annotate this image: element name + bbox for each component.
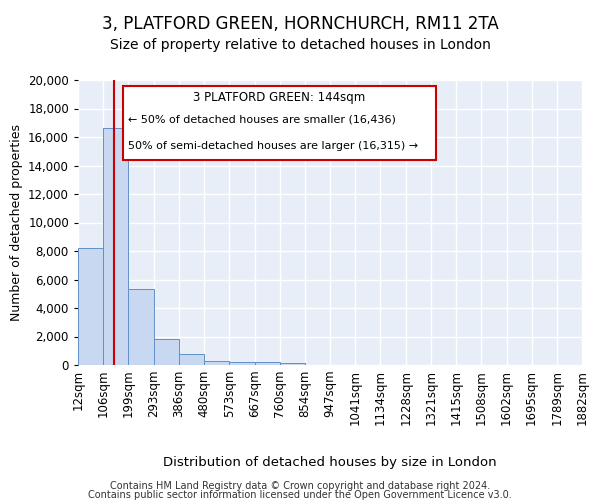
Bar [280, 363, 305, 365]
Bar [229, 362, 254, 365]
Bar [103, 128, 128, 365]
Text: 3, PLATFORD GREEN, HORNCHURCH, RM11 2TA: 3, PLATFORD GREEN, HORNCHURCH, RM11 2TA [101, 15, 499, 33]
Text: Contains public sector information licensed under the Open Government Licence v3: Contains public sector information licen… [88, 490, 512, 500]
Text: 3 PLATFORD GREEN: 144sqm: 3 PLATFORD GREEN: 144sqm [193, 92, 366, 104]
Bar [154, 338, 179, 365]
Bar [78, 248, 103, 365]
Text: Size of property relative to detached houses in London: Size of property relative to detached ho… [110, 38, 490, 52]
Text: Distribution of detached houses by size in London: Distribution of detached houses by size … [163, 456, 497, 469]
Bar [128, 290, 154, 365]
Text: ← 50% of detached houses are smaller (16,436): ← 50% of detached houses are smaller (16… [128, 114, 396, 124]
Bar [179, 354, 204, 365]
Bar [204, 360, 229, 365]
Text: 50% of semi-detached houses are larger (16,315) →: 50% of semi-detached houses are larger (… [128, 142, 419, 152]
Y-axis label: Number of detached properties: Number of detached properties [10, 124, 23, 321]
Bar [254, 362, 280, 365]
FancyBboxPatch shape [124, 86, 436, 160]
Text: Contains HM Land Registry data © Crown copyright and database right 2024.: Contains HM Land Registry data © Crown c… [110, 481, 490, 491]
